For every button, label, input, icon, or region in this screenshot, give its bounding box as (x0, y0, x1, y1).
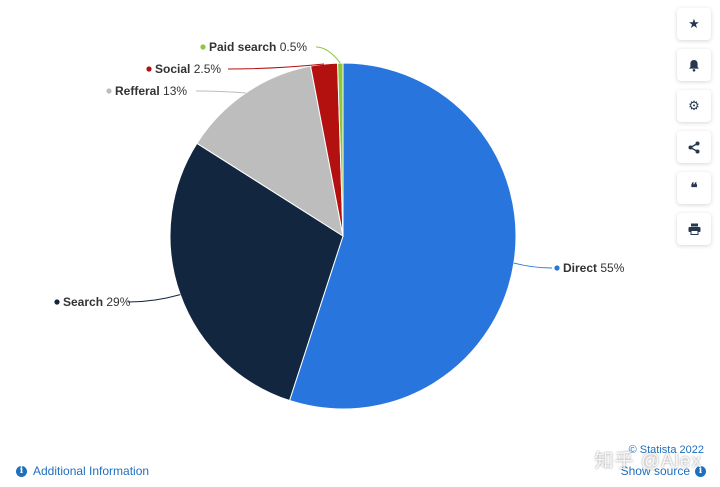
pie-slices (169, 62, 517, 410)
info-icon: i (16, 465, 27, 477)
label-marker (146, 66, 152, 72)
print-icon[interactable] (677, 213, 711, 245)
quote-icon[interactable]: ❝ (677, 172, 711, 204)
gear-icon[interactable]: ⚙ (677, 90, 711, 122)
bell-icon[interactable] (677, 49, 711, 81)
slice-label-name: Social (155, 62, 194, 76)
slice-label-value: 0.5% (280, 40, 308, 54)
connector-line (315, 46, 341, 64)
share-icon[interactable] (677, 131, 711, 163)
connector-line (127, 294, 181, 303)
slice-label: Search 29% (63, 295, 131, 309)
slice-label-value: 55% (600, 261, 624, 275)
connector-line (227, 63, 325, 70)
pie-slice-refferal[interactable] (196, 65, 344, 238)
label-connectors (127, 46, 553, 303)
slice-label-name: Direct (563, 261, 600, 275)
additional-information-label: Additional Information (33, 464, 150, 478)
slice-label: Direct 55% (563, 261, 625, 275)
info-icon: i (695, 465, 706, 477)
label-marker (54, 299, 60, 305)
pie-slice-search[interactable] (169, 142, 344, 402)
connector-line (513, 262, 553, 269)
star-icon[interactable]: ★ (677, 8, 711, 40)
slice-labels: Direct 55% Search 29% Refferal 13% Social 2… (54, 40, 625, 309)
slice-label-value: 29% (106, 295, 130, 309)
slice-label-name: Search (63, 295, 106, 309)
show-source-label: Show source (620, 464, 690, 478)
pie-slice-paid-search[interactable] (337, 62, 344, 237)
slice-label-value: 13% (163, 84, 187, 98)
slice-label-value: 2.5% (194, 62, 222, 76)
label-marker (200, 44, 206, 50)
show-source-link[interactable]: Show source i (621, 464, 706, 478)
slice-label-name: Paid search (209, 40, 280, 54)
pie-chart: Direct 55% Search 29% Refferal 13% Social 2… (54, 40, 625, 410)
connector-line (195, 90, 246, 94)
slice-label-name: Refferal (115, 84, 163, 98)
slice-label: Refferal 13% (115, 84, 187, 98)
chart-toolbar: ★ ⚙ ❝ (677, 8, 713, 254)
label-marker (106, 88, 112, 94)
slice-label: Social 2.5% (155, 62, 221, 76)
label-marker (554, 265, 560, 271)
slice-label: Paid search 0.5% (209, 40, 307, 54)
pie-slice-direct[interactable] (288, 62, 517, 410)
statista-credit[interactable]: © Statista 2022 (628, 444, 704, 456)
additional-information-link[interactable]: i Additional Information (16, 464, 149, 478)
